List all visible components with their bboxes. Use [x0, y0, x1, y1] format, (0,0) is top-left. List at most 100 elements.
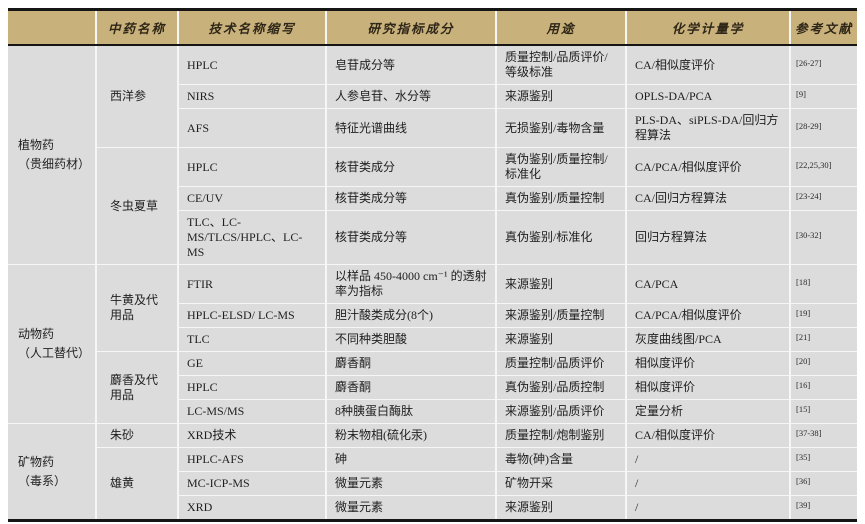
use-cell: 质量控制/炮制鉴别: [496, 423, 627, 448]
reference-citation: [26-27]: [796, 57, 822, 68]
chemometrics-cell: CA/相似度评价: [626, 423, 791, 448]
table-row: TLC 不同种类胆酸 来源鉴别 灰度曲线图/PCA [21]: [8, 327, 857, 352]
tech-cell: CE/UV: [178, 186, 327, 211]
indicator-cell: 以样品 450-4000 cm⁻¹ 的透射率为指标: [326, 264, 497, 304]
tech-cell: TLC: [178, 327, 327, 352]
use-cell: 矿物开采: [496, 471, 627, 496]
reference-citation: [16]: [796, 380, 811, 390]
category-name: 动物药: [18, 327, 55, 341]
header-cell: 参考文献: [790, 9, 857, 46]
header-cell: 研究指标成分: [326, 9, 497, 46]
chemometrics-cell: OPLS-DA/PCA: [626, 84, 791, 109]
ref-cell: [19]: [790, 303, 857, 328]
use-cell: 来源鉴别/质量控制: [496, 303, 627, 328]
reference-citation: [20]: [796, 356, 811, 366]
header-cell: [8, 9, 97, 46]
ref-cell: [23-24]: [790, 186, 857, 211]
indicator-cell: 微量元素: [326, 471, 497, 496]
ref-cell: [15]: [790, 399, 857, 424]
chemometrics-cell: 灰度曲线图/PCA: [626, 327, 791, 352]
use-cell: 来源鉴别: [496, 84, 627, 109]
reference-citation: [21]: [796, 332, 811, 342]
indicator-cell: 麝香酮: [326, 375, 497, 400]
medicine-cell: 朱砂: [96, 423, 179, 448]
chemometrics-cell: CA/PCA: [626, 264, 791, 304]
tech-cell: AFS: [178, 108, 327, 148]
table-row: MC-ICP-MS 微量元素 矿物开采 / [36]: [8, 471, 857, 496]
category-name: 矿物药: [18, 454, 55, 469]
indicator-cell: 核苷类成分: [326, 147, 497, 187]
table-row: 矿物药 （毒系） 朱砂 XRD技术 粉末物相(硫化汞) 质量控制/炮制鉴别 CA/相似度评价…: [8, 423, 857, 521]
ref-cell: [18]: [790, 264, 857, 304]
reference-citation: [30-32]: [796, 230, 822, 240]
category-cell: 植物药 （贵细药材）: [8, 45, 97, 265]
medicine-cell: 雄黄: [96, 447, 179, 521]
chemometrics-cell: CA/PCA/相似度评价: [626, 303, 791, 328]
ref-cell: [26-27]: [790, 45, 857, 85]
chemometrics-cell: 回归方程算法: [626, 210, 791, 265]
use-cell: 真伪鉴别/质量控制/标准化: [496, 147, 627, 187]
use-cell: 毒物(砷)含量: [496, 447, 627, 472]
table-row: XRD 微量元素 来源鉴别 / [39]: [8, 495, 857, 521]
tech-cell: TLC、LC-MS/TLCS/HPLC、LC-MS: [178, 210, 327, 265]
indicator-cell: 砷: [326, 447, 497, 472]
ref-cell: [20]: [790, 351, 857, 376]
tech-cell: HPLC-ELSD/ LC-MS: [178, 303, 327, 328]
reference-citation: [37-38]: [796, 428, 822, 438]
indicator-cell: 皂苷成分等: [326, 45, 497, 85]
category-qualifier: （人工替代）: [18, 346, 91, 360]
chemometrics-cell: CA/相似度评价: [626, 45, 791, 85]
use-cell: 真伪鉴别/质量控制: [496, 186, 627, 211]
use-cell: 质量控制/品质评价/等级标准: [496, 45, 627, 85]
indicator-cell: 核苷类成分等: [326, 210, 497, 265]
tech-cell: LC-MS/MS: [178, 399, 327, 424]
paper-table-figure: 中药名称 技术名称缩写 研究指标成分 用途 化学计量学 参考文献 植物药 （贵细药材） 西洋参…: [8, 8, 857, 522]
tech-cell: FTIR: [178, 264, 327, 304]
reference-citation: [36]: [796, 476, 811, 486]
tech-cell: MC-ICP-MS: [178, 471, 327, 496]
use-cell: 来源鉴别: [496, 327, 627, 352]
reference-citation: [9]: [796, 89, 806, 99]
category-cell: 矿物药 （毒系）: [8, 423, 97, 521]
chemometrics-cell: /: [626, 447, 791, 472]
category-qualifier: （毒系）: [18, 473, 67, 488]
category-name: 植物药: [18, 138, 55, 152]
medicine-cell: 冬虫夏草: [96, 147, 179, 265]
use-cell: 来源鉴别: [496, 495, 627, 521]
indicator-cell: 胆汁酸类成分(8个): [326, 303, 497, 328]
header-cell: 化学计量学: [626, 9, 791, 46]
chemometrics-cell: /: [626, 471, 791, 496]
header-cell: 用途: [496, 9, 627, 46]
indicator-cell: 不同种类胆酸: [326, 327, 497, 352]
use-cell: 来源鉴别/品质评价: [496, 399, 627, 424]
reference-citation: [18]: [796, 276, 811, 287]
header-row: 中药名称 技术名称缩写 研究指标成分 用途 化学计量学 参考文献: [8, 9, 857, 46]
ref-cell: [35]: [790, 447, 857, 472]
chemometrics-cell: PLS-DA、siPLS-DA/回归方程算法: [626, 108, 791, 148]
ref-cell: [22,25,30]: [790, 147, 857, 187]
indicator-cell: 人参皂苷、水分等: [326, 84, 497, 109]
use-cell: 真伪鉴别/标准化: [496, 210, 627, 265]
ref-cell: [39]: [790, 495, 857, 521]
indicator-cell: 麝香酮: [326, 351, 497, 376]
table-row: TLC、LC-MS/TLCS/HPLC、LC-MS 核苷类成分等 真伪鉴别/标准化回…: [8, 210, 857, 265]
table-row: AFS 特征光谱曲线 无损鉴别/毒物含量 PLS-DA、siPLS-DA/回归方程算法…: [8, 108, 857, 148]
table-row: CE/UV 核苷类成分等 真伪鉴别/质量控制 CA/回归方程算法 [23-24]: [8, 186, 857, 211]
table-header: 中药名称 技术名称缩写 研究指标成分 用途 化学计量学 参考文献: [8, 9, 857, 46]
table-row: HPLC 麝香酮 真伪鉴别/品质控制 相似度评价 [16]: [8, 375, 857, 400]
tech-cell: HPLC-AFS: [178, 447, 327, 472]
chemometrics-cell: 相似度评价: [626, 351, 791, 376]
header-cell: 中药名称: [96, 9, 179, 46]
table-row: 雄黄 HPLC-AFS 砷毒物(砷)含量 / [35]: [8, 447, 857, 521]
chemometrics-cell: CA/PCA/相似度评价: [626, 147, 791, 187]
table-row: 植物药 （贵细药材） 西洋参 HPLC 皂苷成分等 质量控制/品质评价/等级标准 CA/相似…: [8, 45, 857, 265]
ref-cell: [16]: [790, 375, 857, 400]
indicator-cell: 核苷类成分等: [326, 186, 497, 211]
use-cell: 真伪鉴别/品质控制: [496, 375, 627, 400]
table-row: LC-MS/MS 8种胰蛋白酶肽 来源鉴别/品质评价 定量分析 [15]: [8, 399, 857, 424]
indicator-cell: 粉末物相(硫化汞): [326, 423, 497, 448]
table-body: 植物药 （贵细药材） 西洋参 HPLC 皂苷成分等 质量控制/品质评价/等级标准 CA/相似…: [8, 45, 857, 521]
reference-citation: [15]: [796, 404, 811, 414]
chemometrics-cell: 相似度评价: [626, 375, 791, 400]
header-cell: 技术名称缩写: [178, 9, 327, 46]
